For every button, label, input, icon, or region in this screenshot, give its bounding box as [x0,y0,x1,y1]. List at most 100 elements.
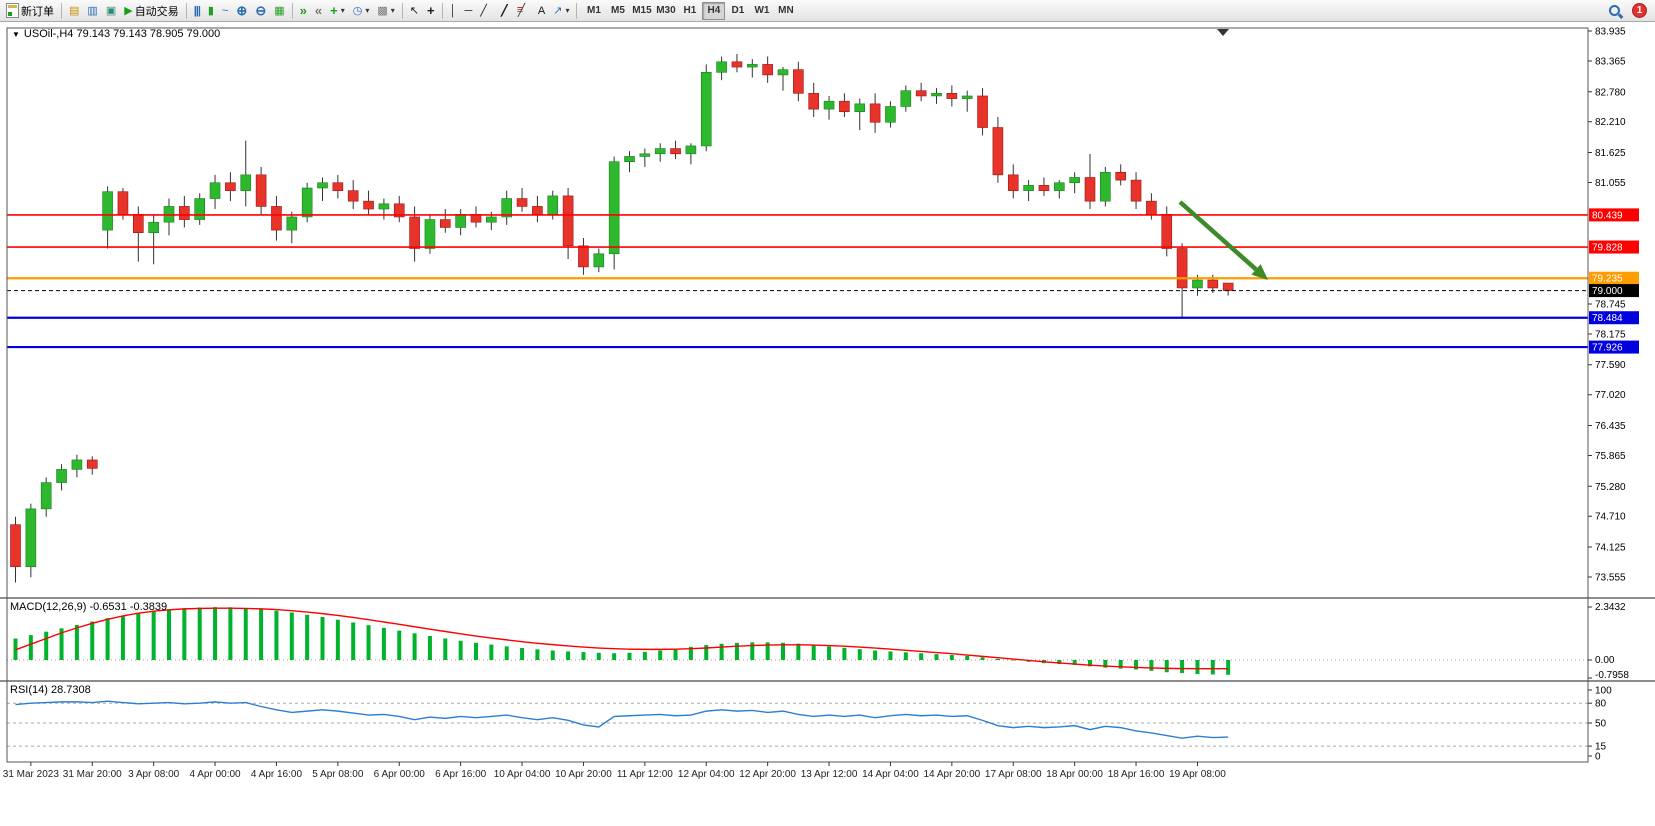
market-watch-button[interactable]: ▤ [65,1,83,21]
timeframe-m15[interactable]: M15 [630,2,653,20]
arrows-icon: ↗ [553,4,563,17]
timeframe-m30[interactable]: M30 [654,2,677,20]
svg-text:81.055: 81.055 [1595,178,1626,189]
svg-text:83.935: 83.935 [1595,27,1626,38]
text-button[interactable]: A [534,1,549,21]
svg-text:78.484: 78.484 [1592,313,1623,324]
line-chart-icon: ~ [221,4,229,17]
svg-text:100: 100 [1595,686,1612,697]
macd-indicator-label: MACD(12,26,9) -0.6531 -0.3839 [10,601,168,613]
dropdown-caret-icon: ▾ [340,6,345,15]
toolbar-separator [441,2,443,19]
svg-text:18 Apr 00:00: 18 Apr 00:00 [1046,769,1103,780]
svg-text:10 Apr 20:00: 10 Apr 20:00 [555,769,612,780]
notification-badge[interactable]: 1 [1632,3,1647,18]
autotrading-button[interactable]: ▶ 自动交易 [120,1,182,21]
svg-text:14 Apr 04:00: 14 Apr 04:00 [862,769,919,780]
text-icon: A [537,4,546,17]
trendline-button[interactable]: ╱ [476,1,491,21]
bar-chart-button[interactable]: ||| [190,1,204,21]
line-chart-button[interactable]: ~ [218,1,232,21]
timeframe-h4[interactable]: H4 [702,1,726,20]
navigator-icon: ▥ [87,4,98,17]
crosshair-button[interactable]: + [423,1,439,21]
svg-text:-0.7958: -0.7958 [1595,670,1629,681]
timeframe-m1[interactable]: M1 [582,2,605,20]
fibonacci-icon: ≡ ╱ [516,3,530,18]
toolbar-separator [576,2,578,19]
svg-text:77.590: 77.590 [1595,360,1626,371]
navigator-button[interactable]: ▥ [83,1,101,21]
search-icon [1608,4,1622,18]
new-order-label: 新订单 [21,5,54,18]
chart-canvas[interactable]: 83.935 83.365 82.780 82.210 81.625 81.055 78.7… [0,22,1655,826]
horizontal-line-button[interactable]: ─ [460,1,476,21]
periods-button[interactable]: ◷ ▾ [349,1,374,21]
fibonacci-button[interactable]: ≡ ╱ [512,1,534,21]
chart-shift-button[interactable]: « [311,1,326,21]
svg-text:10 Apr 04:00: 10 Apr 04:00 [494,769,551,780]
candlestick-button[interactable]: ▮ [204,1,218,21]
tile-windows-icon: ▦ [274,4,285,17]
new-chart-icon: + [330,2,338,18]
toolbar-separator [61,2,62,19]
terminal-icon: ▣ [105,4,117,17]
svg-text:18 Apr 16:00: 18 Apr 16:00 [1108,769,1165,780]
svg-text:78.745: 78.745 [1595,299,1626,310]
svg-text:79.000: 79.000 [1592,286,1623,297]
symbol-marker-icon: ▼ [12,29,20,39]
chart-shift-icon: « [314,2,323,18]
svg-text:17 Apr 08:00: 17 Apr 08:00 [985,769,1042,780]
symbol-label: ▼ USOil-,H4 79.143 79.143 78.905 79.000 [12,28,220,40]
vertical-line-button[interactable]: │ [446,1,461,21]
tile-windows-button[interactable]: ▦ [270,1,288,21]
timeframe-mn[interactable]: MN [774,2,797,20]
auto-scroll-button[interactable]: » [296,1,311,21]
trendline-icon: ╱ [480,4,487,17]
svg-text:50: 50 [1595,719,1607,730]
zoom-out-button[interactable]: ⊖ [251,1,270,21]
svg-text:4 Apr 16:00: 4 Apr 16:00 [251,769,303,780]
arrows-button[interactable]: ↗ ▾ [549,1,573,21]
new-order-button[interactable]: 新订单 [2,1,58,21]
svg-text:83.365: 83.365 [1595,56,1626,67]
svg-text:74.710: 74.710 [1595,512,1626,523]
search-button[interactable] [1604,1,1626,21]
timeframe-m5[interactable]: M5 [606,2,629,20]
channel-button[interactable]: ╱╱ [491,1,512,21]
zoom-out-icon: ⊖ [255,2,267,18]
zoom-in-icon: ⊕ [236,2,248,18]
terminal-button[interactable]: ▣ [102,1,120,21]
toolbar-separator [291,2,293,19]
svg-text:31 Mar 20:00: 31 Mar 20:00 [63,769,122,780]
symbol-ohlc-text: USOil-,H4 79.143 79.143 78.905 79.000 [23,28,221,40]
svg-text:78.175: 78.175 [1595,329,1626,340]
svg-text:15: 15 [1595,742,1607,753]
svg-text:75.280: 75.280 [1595,482,1626,493]
svg-text:5 Apr 08:00: 5 Apr 08:00 [312,769,364,780]
svg-text:80: 80 [1595,699,1607,710]
clock-icon: ◷ [352,4,363,17]
rsi-indicator-label: RSI(14) 28.7308 [10,684,91,696]
timeframe-w1[interactable]: W1 [750,2,773,20]
svg-text:11 Apr 12:00: 11 Apr 12:00 [617,769,673,780]
new-chart-button[interactable]: + ▾ [326,1,349,21]
svg-text:6 Apr 16:00: 6 Apr 16:00 [435,769,487,780]
dropdown-caret-icon: ▾ [390,6,395,15]
svg-text:76.435: 76.435 [1595,421,1626,432]
cursor-button[interactable]: ↖ [406,1,423,21]
timeframe-h1[interactable]: H1 [678,2,701,20]
svg-text:81.625: 81.625 [1595,148,1626,159]
autotrading-label: 自动交易 [134,5,179,18]
svg-text:0: 0 [1595,752,1601,763]
chart-window: 83.935 83.365 82.780 82.210 81.625 81.055 78.7… [0,22,1655,826]
svg-text:3 Apr 08:00: 3 Apr 08:00 [128,769,180,780]
timeframe-d1[interactable]: D1 [726,2,749,20]
zoom-in-button[interactable]: ⊕ [232,1,251,21]
horizontal-line-icon: ─ [464,4,473,17]
dropdown-caret-icon: ▾ [365,6,370,15]
cursor-icon: ↖ [409,4,419,17]
svg-text:0.00: 0.00 [1595,655,1615,666]
templates-button[interactable]: ▩ ▾ [373,1,398,21]
timeframe-buttons: M1 M5 M15 M30 H1 H4 D1 W1 MN [582,1,797,20]
